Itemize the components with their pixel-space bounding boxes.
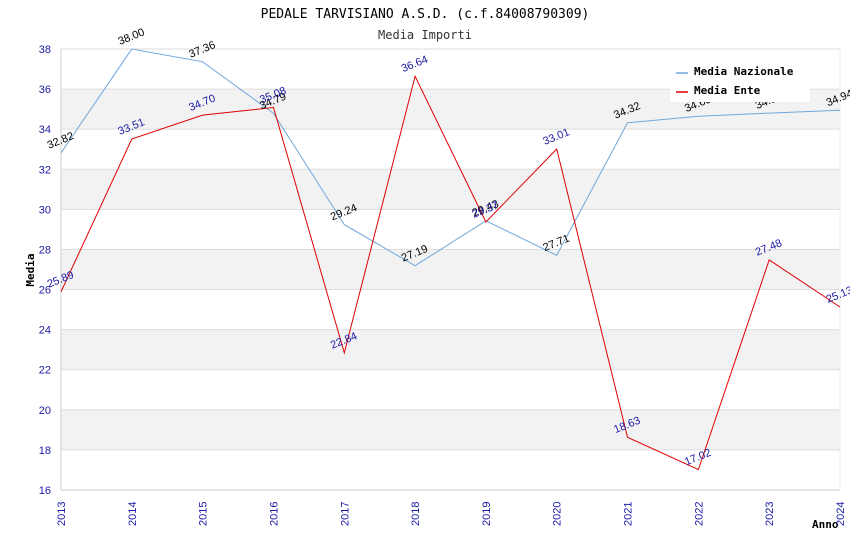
x-tick-label: 2016 xyxy=(268,502,280,526)
y-tick-label: 16 xyxy=(39,485,51,497)
x-tick-label: 2014 xyxy=(127,502,139,526)
background-band xyxy=(61,169,840,210)
data-label: 36.64 xyxy=(400,54,430,75)
legend-box xyxy=(670,60,810,102)
x-tick-label: 2021 xyxy=(623,502,635,526)
chart-subtitle: Media Importi xyxy=(378,28,472,42)
grid-lines xyxy=(60,48,841,491)
chart-title: PEDALE TARVISIANO A.S.D. (c.f.8400879030… xyxy=(261,7,590,22)
series-lines xyxy=(60,48,841,471)
x-tick-label: 2015 xyxy=(198,502,210,526)
x-axis-ticks: 2013 2014 2015 2016 2017 2018 2019 2020 2021 2022… xyxy=(56,502,847,526)
y-axis-ticks: 16 18 20 22 24 26 28 30 32 34 36 38 xyxy=(39,44,51,497)
series-line-media-ente xyxy=(60,74,841,471)
legend: Media Nazionale Media Ente xyxy=(670,60,810,102)
data-label: 38.00 xyxy=(116,26,146,47)
y-tick-label: 32 xyxy=(39,164,51,176)
x-tick-label: 2017 xyxy=(339,502,351,526)
x-tick-label: 2020 xyxy=(552,502,564,526)
x-tick-label: 2024 xyxy=(835,502,847,526)
background-band xyxy=(61,409,840,450)
y-tick-label: 24 xyxy=(39,325,51,337)
x-tick-label: 2023 xyxy=(764,502,776,526)
y-tick-label: 20 xyxy=(39,405,51,417)
y-tick-label: 26 xyxy=(39,285,51,297)
background-bands xyxy=(61,89,840,450)
x-tick-label: 2018 xyxy=(410,502,422,526)
background-band xyxy=(61,249,840,290)
y-tick-label: 18 xyxy=(39,445,51,457)
y-tick-label: 34 xyxy=(39,124,51,136)
background-band xyxy=(61,329,840,370)
y-tick-label: 22 xyxy=(39,365,51,377)
x-tick-label: 2019 xyxy=(481,502,493,526)
x-tick-label: 2022 xyxy=(693,502,705,526)
y-tick-label: 38 xyxy=(39,44,51,56)
y-tick-label: 30 xyxy=(39,204,51,216)
x-tick-label: 2013 xyxy=(56,502,68,526)
legend-label-media-nazionale: Media Nazionale xyxy=(694,65,794,78)
series-line-media-nazionale xyxy=(60,48,841,267)
y-axis-label: Media xyxy=(24,253,37,286)
y-tick-label: 36 xyxy=(39,84,51,96)
x-axis-label: Anno xyxy=(812,518,839,531)
legend-label-media-ente: Media Ente xyxy=(694,84,761,97)
data-label: 37.36 xyxy=(187,39,217,60)
y-tick-label: 28 xyxy=(39,244,51,256)
